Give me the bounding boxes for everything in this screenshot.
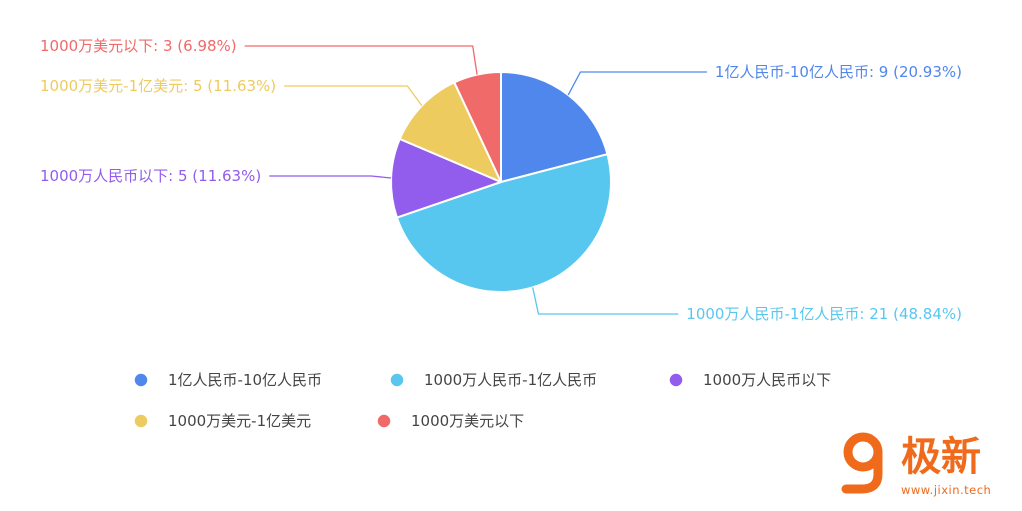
callout-line-4 bbox=[284, 85, 423, 107]
callout-line-1 bbox=[567, 71, 707, 96]
callout-line-2 bbox=[532, 287, 679, 315]
pie-slice-2[interactable] bbox=[395, 153, 612, 293]
legend-marker-4 bbox=[133, 413, 149, 429]
slice-label-4: 1000万美元-1亿美元: 5 (11.63%) bbox=[40, 77, 276, 95]
legend-item-3[interactable]: 1000万人民币以下 bbox=[668, 371, 831, 389]
slice-callouts: 1亿人民币-10亿人民币: 9 (20.93%) 1000万人民币-1亿人民币: … bbox=[40, 37, 962, 323]
slice-label-2: 1000万人民币-1亿人民币: 21 (48.84%) bbox=[686, 305, 962, 323]
slice-label-3: 1000万人民币以下: 5 (11.63%) bbox=[40, 167, 261, 185]
pie-slice-1[interactable] bbox=[500, 71, 609, 183]
legend-item-4[interactable]: 1000万美元-1亿美元 bbox=[133, 412, 311, 430]
brand-logo-icon bbox=[841, 432, 883, 494]
callout-line-5 bbox=[244, 45, 478, 75]
pie-slice-5[interactable] bbox=[453, 71, 502, 183]
legend-label-2: 1000万人民币-1亿人民币 bbox=[424, 371, 597, 389]
legend-item-2[interactable]: 1000万人民币-1亿人民币 bbox=[389, 371, 597, 389]
pie-slice-3[interactable] bbox=[390, 137, 502, 219]
callout-line-3 bbox=[269, 175, 392, 179]
brand-url: www.jixin.tech bbox=[901, 483, 991, 497]
legend-marker-2 bbox=[389, 372, 405, 388]
legend-marker-5 bbox=[376, 413, 392, 429]
legend-label-4: 1000万美元-1亿美元 bbox=[168, 412, 311, 430]
legend: 1亿人民币-10亿人民币 1000万人民币-1亿人民币 1000万人民币以下 1000… bbox=[133, 371, 831, 430]
pie-slices bbox=[390, 71, 612, 293]
slice-label-1: 1亿人民币-10亿人民币: 9 (20.93%) bbox=[715, 63, 962, 81]
legend-item-5[interactable]: 1000万美元以下 bbox=[376, 412, 524, 430]
brand-name: 极新 bbox=[901, 434, 981, 480]
legend-marker-1 bbox=[133, 372, 149, 388]
brand-logo: 极新 www.jixin.tech bbox=[841, 432, 991, 497]
slice-label-5: 1000万美元以下: 3 (6.98%) bbox=[40, 37, 237, 55]
legend-label-3: 1000万人民币以下 bbox=[703, 371, 831, 389]
legend-item-1[interactable]: 1亿人民币-10亿人民币 bbox=[133, 371, 322, 389]
legend-label-1: 1亿人民币-10亿人民币 bbox=[168, 371, 322, 389]
legend-label-5: 1000万美元以下 bbox=[411, 412, 524, 430]
legend-marker-3 bbox=[668, 372, 684, 388]
